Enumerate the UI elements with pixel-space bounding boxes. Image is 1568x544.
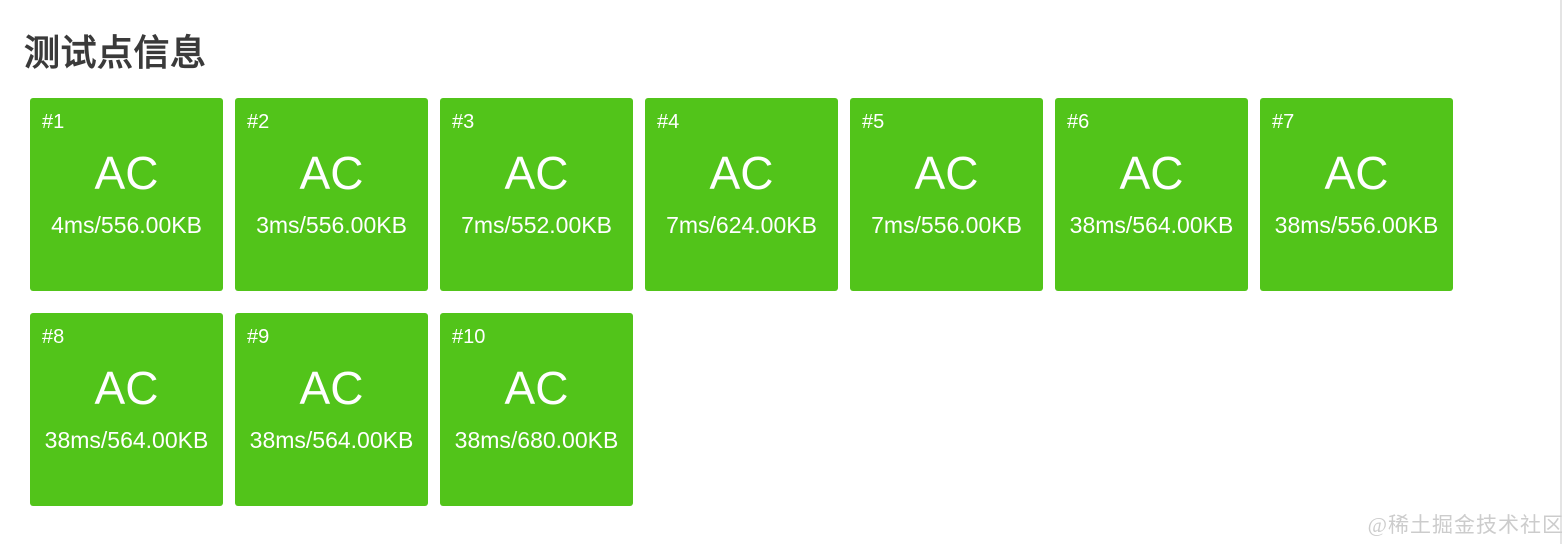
testcase-card-2[interactable]: #2 AC 3ms/556.00KB [235,98,428,291]
testcase-id-label: #1 [42,111,65,133]
testcase-time-memory-label: 3ms/556.00KB [256,212,407,238]
testcase-time-memory-label: 7ms/552.00KB [461,212,612,238]
testcase-id-label: #2 [247,111,270,133]
testcase-time-memory-label: 7ms/624.00KB [666,212,817,238]
testcase-id-label: #4 [657,111,680,133]
testcase-card-6[interactable]: #6 AC 38ms/564.00KB [1055,98,1248,291]
testcase-status-label: AC [1119,147,1184,199]
testcase-card-8[interactable]: #8 AC 38ms/564.00KB [30,313,223,506]
watermark-text: @稀土掘金技术社区 [1367,513,1564,537]
testcase-id-label: #6 [1067,111,1090,133]
testcase-status-label: AC [504,362,569,414]
testcase-card-4[interactable]: #4 AC 7ms/624.00KB [645,98,838,291]
testcase-card-3[interactable]: #3 AC 7ms/552.00KB [440,98,633,291]
testcase-status-label: AC [94,147,159,199]
testcase-card-5[interactable]: #5 AC 7ms/556.00KB [850,98,1043,291]
testcase-grid: #1 AC 4ms/556.00KB #2 AC 3ms/556.00KB #3… [30,98,1470,506]
testcase-time-memory-label: 38ms/564.00KB [1069,212,1234,238]
testcase-card-9[interactable]: #9 AC 38ms/564.00KB [235,313,428,506]
testcase-time-memory-label: 7ms/556.00KB [871,212,1022,238]
testcase-time-memory-label: 38ms/564.00KB [249,427,414,453]
right-edge-divider [1560,0,1562,544]
testcase-time-memory-label: 38ms/556.00KB [1274,212,1439,238]
testcase-id-label: #7 [1272,111,1295,133]
testcase-status-label: AC [94,362,159,414]
testcase-status-label: AC [299,147,364,199]
page-title: 测试点信息 [24,32,207,73]
testcase-card-1[interactable]: #1 AC 4ms/556.00KB [30,98,223,291]
testcase-time-memory-label: 38ms/680.00KB [454,427,619,453]
testcase-status-label: AC [1324,147,1389,199]
testcase-status-label: AC [914,147,979,199]
testcase-status-label: AC [709,147,774,199]
testcase-card-10[interactable]: #10 AC 38ms/680.00KB [440,313,633,506]
testcase-id-label: #3 [452,111,475,133]
testcase-id-label: #10 [452,326,486,348]
testcase-id-label: #5 [862,111,885,133]
testcase-status-label: AC [299,362,364,414]
testcase-time-memory-label: 4ms/556.00KB [51,212,202,238]
testcase-status-label: AC [504,147,569,199]
testcase-card-7[interactable]: #7 AC 38ms/556.00KB [1260,98,1453,291]
testcase-id-label: #9 [247,326,270,348]
testcase-time-memory-label: 38ms/564.00KB [44,427,209,453]
testcase-id-label: #8 [42,326,65,348]
